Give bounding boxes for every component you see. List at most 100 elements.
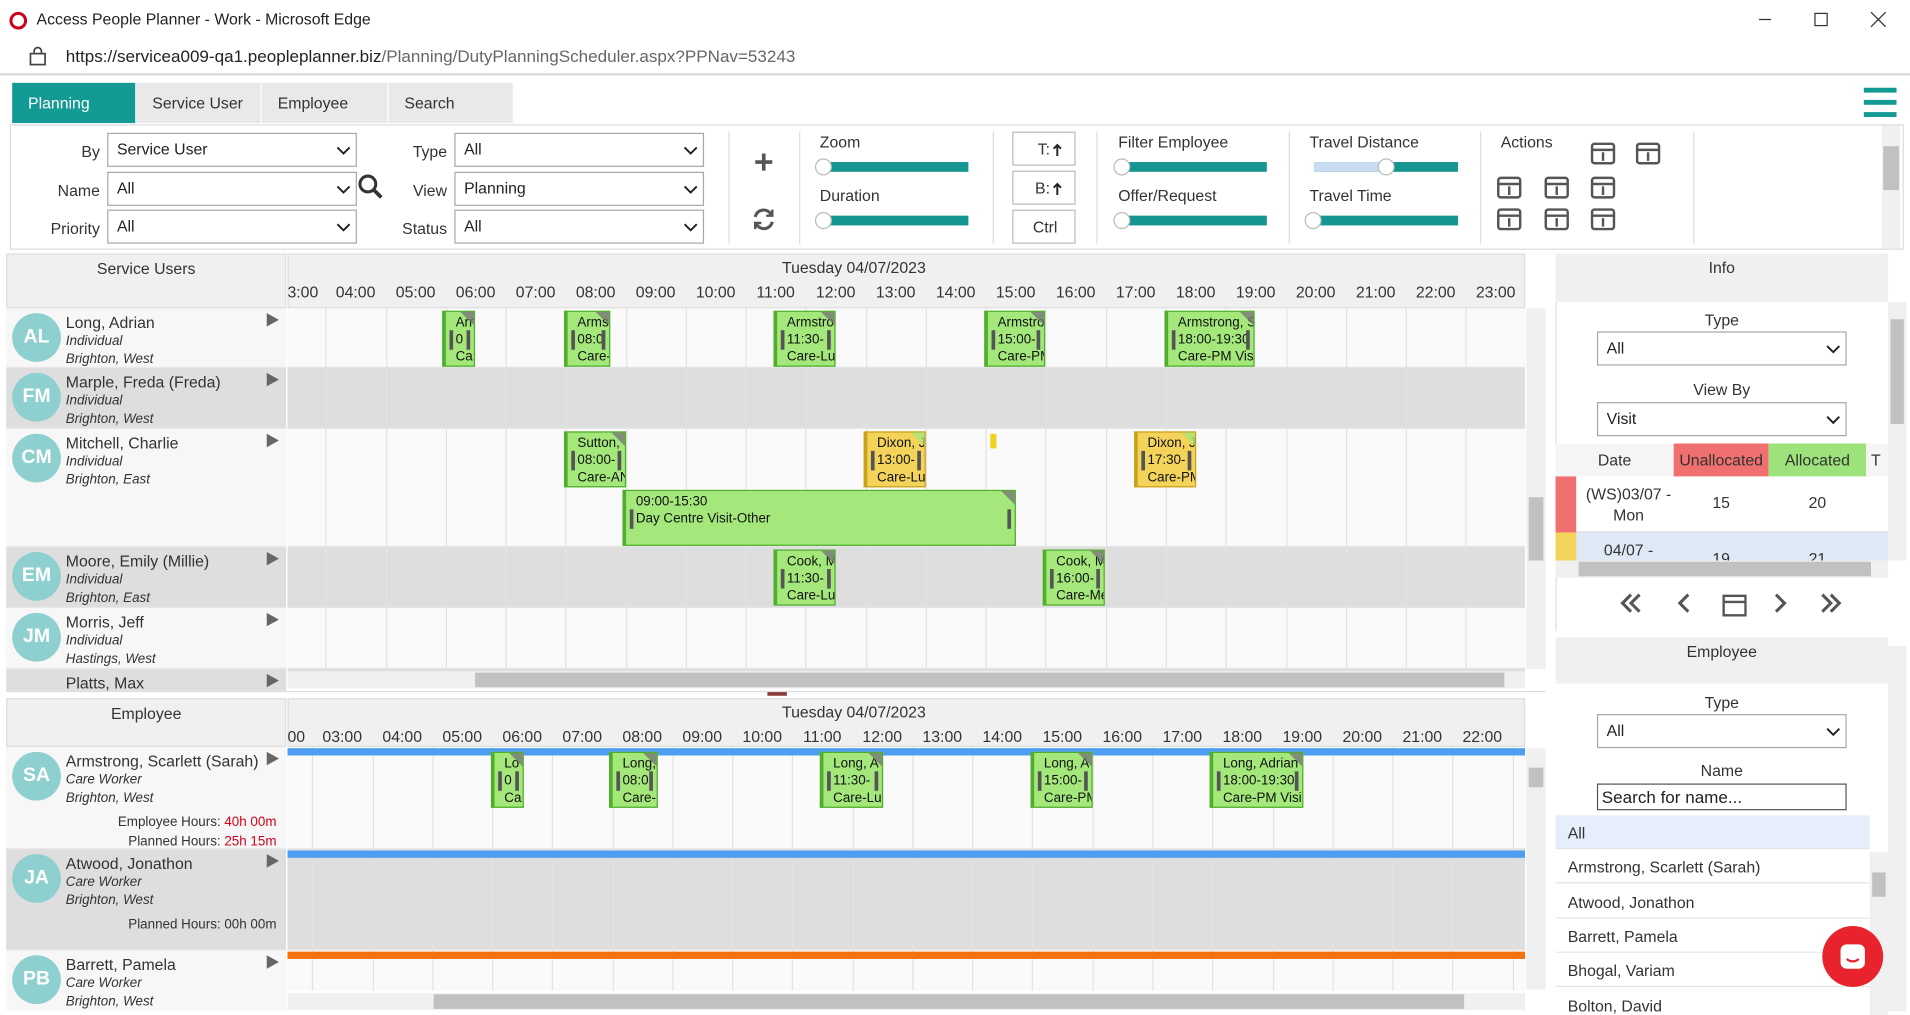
visit-block[interactable]: Cook, M 11:30- Care-Lu [773,549,836,606]
action-icon[interactable] [1590,139,1617,166]
visit-block[interactable]: Long, Adrian 18:00-19:30 Care-PM Visi [1209,751,1304,808]
slider-handle[interactable] [1304,212,1322,230]
expand-button[interactable] [266,372,281,388]
refresh-button[interactable] [752,207,776,231]
corner-fold [820,550,835,565]
visit-block[interactable]: Armstrong, S 18:00-19:30 Care-PM Visi [1164,310,1255,367]
visit-block[interactable]: Dixon, J 17:30- Care-PM [1134,431,1197,488]
dropdown[interactable]: All [1596,331,1847,366]
list-item[interactable]: Bhogal, Variam [1555,953,1870,988]
grid-line [1452,746,1454,991]
hour-label: 23:00 [1475,282,1516,301]
expand-button[interactable] [266,612,281,628]
action-icon[interactable] [1543,173,1570,200]
dropdown[interactable]: All [1596,714,1847,749]
visit-block[interactable]: 09:00-15:30 Day Centre Visit-Other [622,489,1016,546]
list-item[interactable]: Barrett, Pamela [1555,918,1870,953]
slider-handle[interactable] [814,212,832,230]
expand-button[interactable] [266,853,281,869]
action-icon[interactable] [1590,205,1617,232]
nav-button[interactable] [1819,592,1843,616]
dropdown[interactable]: All [454,132,705,167]
expand-button[interactable] [266,312,281,328]
chat-button[interactable] [1822,926,1884,987]
row-name: Morris, Jeff [65,612,144,632]
grid-line [432,746,434,991]
row [287,367,1526,429]
action-icon[interactable] [1590,173,1617,200]
visit-block[interactable]: Armstro 11:30- Care-Lu [773,310,836,367]
dropdown[interactable]: All [454,209,705,244]
avatar-initials: FM [22,386,51,407]
list-item[interactable]: All [1555,815,1870,850]
expand-button[interactable] [266,433,281,449]
dropdown[interactable]: All [107,171,357,206]
action-icon[interactable] [1543,205,1570,232]
visit-block[interactable]: Cook, M 16:00- Care-Me [1042,549,1105,606]
corner-fold [1240,311,1254,326]
expand-button[interactable] [266,954,281,970]
expand-button[interactable] [266,551,281,567]
hours-label: Planned Hours: [128,834,225,850]
dropdown[interactable]: Service User [107,132,357,167]
field-label: Type [1704,310,1739,329]
nav-button[interactable] [1769,592,1793,616]
visit-block[interactable]: Arr 0 Ca [442,310,476,367]
corner-fold [820,311,835,326]
slider-handle[interactable] [1377,158,1395,176]
dropdown-value: Service User [116,140,208,159]
toggle-button[interactable]: T: [1012,131,1076,166]
grid-line [1212,746,1214,991]
corner-fold [1030,311,1044,326]
grid-line [372,746,374,991]
visit-block[interactable]: Long, A 11:30- Care-Lu [819,751,884,808]
list-item[interactable]: Bolton, David [1555,987,1870,1015]
visit-block[interactable]: Dixon, J 13:00- Care-Lu [863,431,926,488]
grip [1246,330,1250,350]
visit-block[interactable]: Long, 08:0 Care- [609,751,658,808]
expand-button[interactable] [266,673,281,689]
dropdown[interactable]: Visit [1596,402,1847,437]
tab[interactable]: Employee [261,82,389,124]
action-icon[interactable] [1496,205,1523,232]
panel-header [6,253,287,309]
add-button[interactable] [753,151,775,173]
visit-block[interactable]: Lo 0 Ca [490,751,524,808]
address-bar[interactable]: https://servicea009-qa1.peopleplanner.bi… [66,46,796,65]
slider-handle[interactable] [814,158,832,176]
toggle-button[interactable]: B: [1012,170,1076,205]
dropdown[interactable]: Planning [454,171,705,206]
visit-block[interactable]: Long, A15:00-Care-PM [1030,751,1093,808]
grip [917,450,921,471]
search-button[interactable] [357,173,384,200]
visit-block[interactable]: Arms 08:0 Care- [563,310,611,367]
window-controls[interactable] [1742,7,1900,31]
tab[interactable]: Search [388,82,515,124]
list-item[interactable]: Armstrong, Scarlett (Sarah) [1555,849,1870,884]
tab[interactable]: Planning [12,82,137,124]
hour-label: 17:00 [1162,727,1203,746]
action-icon[interactable] [1635,139,1662,166]
expand-button[interactable] [266,751,281,767]
visit-text: 15:00- [997,332,1036,348]
nav-button[interactable] [1619,592,1643,616]
dropdown-value: All [1606,721,1625,740]
toggle-button[interactable]: Ctrl [1012,209,1076,244]
visit-block[interactable]: Sutton, 08:00- Care-AN [563,431,627,488]
search-input[interactable]: Search for name... [1596,783,1847,811]
dropdown[interactable]: All [107,209,357,244]
tab[interactable]: Service User [136,82,262,124]
visit-text: 11:30- [833,773,871,789]
action-icon[interactable] [1496,173,1523,200]
nav-button[interactable] [1722,592,1747,617]
slider-handle[interactable] [1113,212,1131,230]
slider-handle[interactable] [1113,158,1131,176]
menu-button[interactable] [1863,87,1897,119]
corner-fold [509,753,523,767]
nav-button[interactable] [1674,592,1698,616]
list-item[interactable]: Atwood, Jonathon [1555,884,1870,919]
grid-line [1045,308,1047,672]
hour-label: 08:00 [622,727,663,746]
